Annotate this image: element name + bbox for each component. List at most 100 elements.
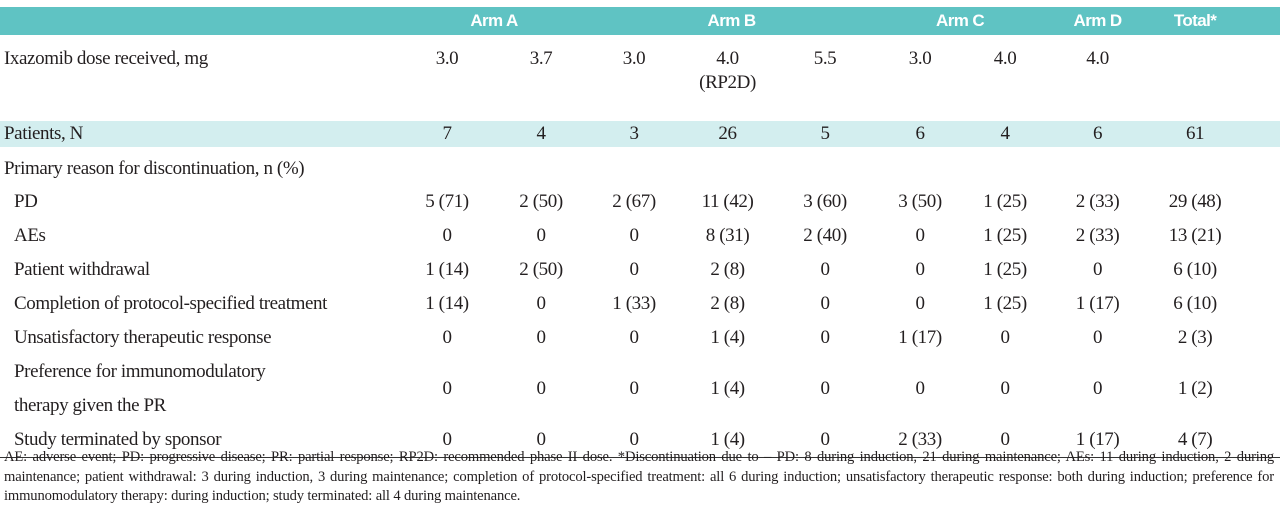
cell: 1 (14) <box>425 259 469 280</box>
cell: 0 <box>629 327 639 348</box>
cell: 3.0 <box>908 48 932 69</box>
table-row: Preference for immunomodulatory therapy … <box>0 355 1280 423</box>
cell: 0 <box>915 259 925 280</box>
cell: 0 <box>1000 378 1010 399</box>
cell: 0 <box>588 423 681 458</box>
row-label: AEs <box>14 225 46 246</box>
cell: 0 <box>915 378 925 399</box>
header-row: Arm A Arm B Arm C Arm D Total* <box>0 7 1280 35</box>
cell: 4.0 (RP2D) <box>699 48 756 93</box>
table-row: Patient withdrawal 1 (14) 2 (50) 0 2 (8) 0 0 1 … <box>0 253 1280 287</box>
cell: 2 (8) <box>710 293 745 314</box>
cell: 13 (21) <box>1168 225 1222 246</box>
column-header: Total* <box>1150 7 1280 35</box>
cell: 1 (17) <box>1045 423 1151 458</box>
column-header: Arm A <box>400 7 589 35</box>
cell: 0 <box>775 423 876 458</box>
cell: 0 <box>442 378 452 399</box>
cell: 2 (33) <box>1075 191 1120 212</box>
cell: 0 <box>820 293 830 314</box>
cell: 0 <box>442 225 452 246</box>
row-label: Ixazomib dose received, mg <box>4 48 208 69</box>
column-header: Arm B <box>588 7 876 35</box>
cell: 0 <box>1000 327 1010 348</box>
cell: 0 <box>820 378 830 399</box>
table-row: Study terminated by sponsor 0 0 0 1 (4) 0 2 (3… <box>0 423 1280 458</box>
cell: 5 <box>775 121 876 147</box>
cell: 1 (25) <box>983 293 1027 314</box>
cell: 2 (50) <box>519 191 563 212</box>
cell: 2 (33) <box>1075 225 1120 246</box>
row-label: Completion of protocol-specified treatme… <box>14 293 327 314</box>
cell: 3.0 <box>435 48 459 69</box>
cell: 3.0 <box>622 48 646 69</box>
cell: 3 (60) <box>803 191 847 212</box>
cell: 61 <box>1150 121 1280 147</box>
cell: 0 <box>536 225 546 246</box>
footnote: AE: adverse event; PD: progressive disea… <box>4 449 1274 504</box>
cell: 0 <box>820 327 830 348</box>
cell: 6 (10) <box>1173 259 1217 280</box>
cell: 2 (50) <box>519 259 563 280</box>
header-blank <box>0 7 400 35</box>
cell: 0 <box>1092 259 1103 280</box>
row-label: Study terminated by sponsor <box>0 423 400 458</box>
cell: 1 (4) <box>680 423 776 458</box>
cell: 0 <box>915 225 925 246</box>
column-header: Arm C <box>875 7 1046 35</box>
cell <box>1150 35 1280 121</box>
cell: 6 <box>875 121 966 147</box>
table-body: Ixazomib dose received, mg 3.0 3.7 3.0 4.0 (… <box>0 35 1280 458</box>
cell: 2 (67) <box>612 191 656 212</box>
column-header: Arm D <box>1045 7 1151 35</box>
cell: 1 (17) <box>1075 293 1120 314</box>
row-label: Unsatisfactory therapeutic response <box>14 327 272 348</box>
table-row: Completion of protocol-specified treatme… <box>0 287 1280 321</box>
cell: 0 <box>536 327 546 348</box>
row-label: Patients, N <box>0 121 400 147</box>
table-row: PD 5 (71) 2 (50) 2 (67) 11 (42) 3 (60) 3 (50) 1… <box>0 185 1280 219</box>
cell: 29 (48) <box>1168 191 1222 212</box>
cell: 6 <box>1045 121 1151 147</box>
cell: 1 (17) <box>898 327 942 348</box>
table-row: Unsatisfactory therapeutic response 0 0 0 1 … <box>0 321 1280 355</box>
cell: 4 <box>494 121 589 147</box>
cell: 1 (33) <box>612 293 656 314</box>
cell: 26 <box>680 121 776 147</box>
cell: 0 <box>442 327 452 348</box>
cell: 1 (25) <box>983 191 1027 212</box>
cell: 1 (14) <box>425 293 469 314</box>
cell: 2 (33) <box>875 423 966 458</box>
cell: 3 <box>588 121 681 147</box>
cell: 4.0 <box>1086 48 1109 69</box>
row-label: Preference for immunomodulatory therapy … <box>14 361 266 416</box>
cell: 4.0 <box>993 48 1017 69</box>
section-title: Primary reason for discontinuation, n (%… <box>4 158 305 179</box>
cell: 0 <box>494 423 589 458</box>
cell: 0 <box>629 259 639 280</box>
cell: 2 (40) <box>803 225 847 246</box>
cell: 1 (2) <box>1177 378 1213 399</box>
cell: 1 (25) <box>983 225 1027 246</box>
cell: 0 <box>629 378 639 399</box>
cell: 0 <box>536 378 546 399</box>
cell: 7 <box>400 121 494 147</box>
cell: 1 (4) <box>710 378 745 399</box>
table-row: Ixazomib dose received, mg 3.0 3.7 3.0 4.0 (… <box>0 35 1280 121</box>
cell: 1 (4) <box>710 327 745 348</box>
cell: 0 <box>915 293 925 314</box>
cell: 6 (10) <box>1173 293 1217 314</box>
cell: 4 <box>965 121 1046 147</box>
discontinuation-table: Arm A Arm B Arm C Arm D Total* Ixazomib dose… <box>0 7 1280 458</box>
cell: 0 <box>400 423 494 458</box>
section-row: Primary reason for discontinuation, n (%… <box>0 153 1280 185</box>
row-label: PD <box>14 191 38 212</box>
cell: 1 (25) <box>983 259 1027 280</box>
cell: 5 (71) <box>425 191 469 212</box>
table-row: Patients, N 7 4 3 26 5 6 4 6 61 <box>0 121 1280 147</box>
cell: 11 (42) <box>701 191 754 212</box>
cell: 0 <box>536 293 546 314</box>
table-row: AEs 0 0 0 8 (31) 2 (40) 0 1 (25) 2 (33) 13 (21) <box>0 219 1280 253</box>
cell: 0 <box>629 225 639 246</box>
